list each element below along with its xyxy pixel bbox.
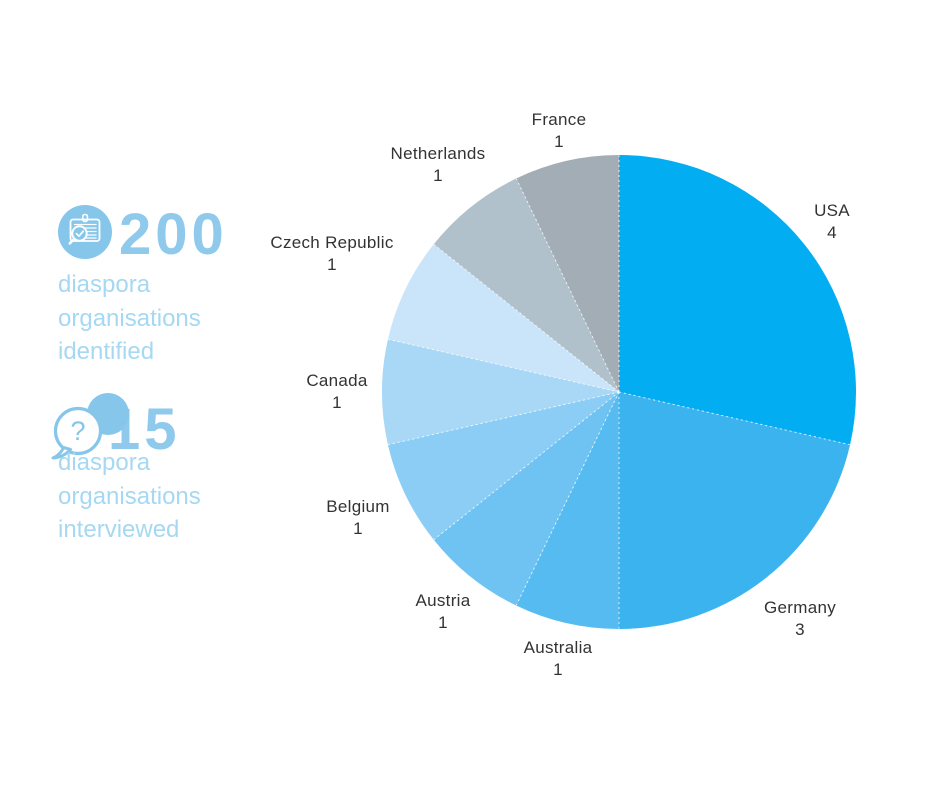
pie-slice-france <box>516 155 619 392</box>
stat-description-line: interviewed <box>58 516 180 543</box>
stat-interviewed-row: ? 15 <box>50 389 310 470</box>
stat-interviewed-description: diaspora organisations interviewed <box>58 446 310 547</box>
stat-description-line: identified <box>58 338 155 365</box>
stat-identified-description: diaspora organisations identified <box>58 268 318 369</box>
pie-slice-austria <box>433 392 619 606</box>
stat-description-line: organisations <box>58 482 201 510</box>
stat-identified-value: 200 <box>119 201 228 267</box>
pie-slice-netherlands <box>433 178 619 392</box>
stat-identified-row: 200 <box>58 205 318 264</box>
pie-slice-australia <box>516 392 619 629</box>
pie-slice-canada <box>381 339 619 445</box>
pie-slice-germany <box>619 392 851 629</box>
pie-slice-usa <box>619 154 857 445</box>
stat-description-line: organisations <box>58 304 201 332</box>
stat-description-line: diaspora <box>58 271 151 298</box>
svg-text:?: ? <box>70 416 85 446</box>
pie-slice-belgium <box>387 392 619 540</box>
pie-slices-group <box>381 154 857 629</box>
stat-description-line: diaspora <box>58 449 151 476</box>
speech-bubbles-question-icon: ? <box>50 389 134 470</box>
stat-interviewed: ? 15 diaspora organisations interviewed <box>50 389 310 547</box>
pie-slice-czech-republic <box>387 244 619 392</box>
id-card-magnifier-icon <box>58 205 112 264</box>
stat-identified: 200 diaspora organisations identified <box>58 205 318 369</box>
